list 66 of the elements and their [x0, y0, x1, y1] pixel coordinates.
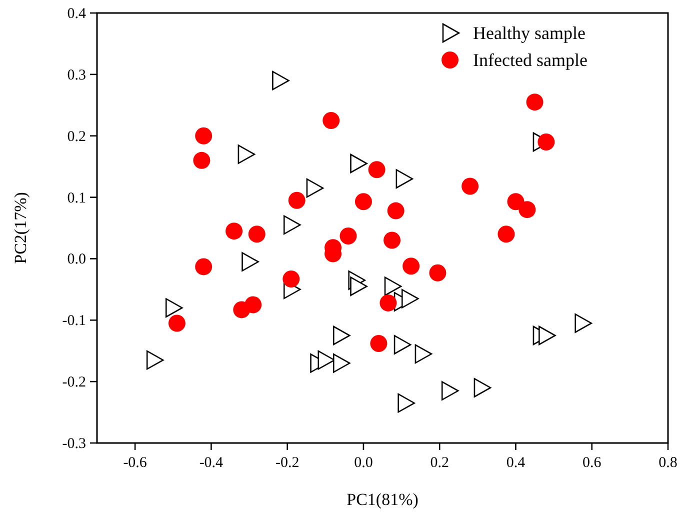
point — [272, 70, 290, 90]
point — [238, 144, 256, 164]
y-tick-label: -0.3 — [62, 436, 86, 452]
point — [401, 288, 419, 308]
point — [538, 134, 555, 150]
point — [429, 264, 446, 282]
y-tick-label: 0.0 — [67, 252, 86, 268]
point — [384, 232, 401, 249]
point — [226, 222, 243, 240]
point — [474, 378, 492, 398]
point — [462, 178, 479, 195]
point — [322, 112, 340, 129]
x-tick-label: -0.4 — [199, 455, 224, 471]
point — [498, 226, 515, 243]
point — [402, 258, 420, 275]
x-tick-label: 0.6 — [582, 455, 602, 471]
point — [380, 294, 397, 312]
point — [283, 215, 301, 235]
point — [538, 326, 556, 346]
point — [370, 334, 388, 352]
point — [193, 152, 210, 169]
point — [244, 296, 262, 314]
point — [526, 94, 544, 111]
point — [248, 226, 266, 243]
y-tick-label: 0.3 — [67, 67, 86, 84]
point — [414, 344, 432, 364]
x-axis-title: PC1(81%) — [346, 490, 418, 509]
point — [165, 298, 183, 318]
x-tick-label: 0.0 — [354, 455, 373, 471]
point — [518, 201, 536, 218]
point — [350, 276, 368, 296]
point — [507, 193, 524, 210]
point — [282, 270, 300, 288]
y-tick-label: 0.1 — [67, 190, 86, 206]
point — [146, 350, 164, 370]
point — [242, 252, 259, 272]
y-tick-label: -0.2 — [62, 374, 86, 391]
point — [306, 178, 324, 198]
point — [441, 381, 459, 400]
y-tick-label: -0.1 — [62, 313, 86, 330]
y-tick-label: 0.4 — [67, 6, 86, 22]
point — [387, 202, 404, 220]
point — [332, 326, 350, 346]
point — [288, 192, 306, 209]
y-tick-label: 0.2 — [67, 128, 86, 145]
point — [384, 276, 402, 296]
x-tick-label: -0.6 — [123, 455, 148, 471]
legend-label: Infected sample — [473, 50, 588, 70]
point — [394, 335, 412, 354]
point — [168, 314, 186, 332]
x-tick-label: 0.8 — [658, 455, 678, 471]
point — [340, 227, 357, 244]
point — [195, 258, 212, 276]
x-tick-label: -0.2 — [275, 455, 300, 471]
point — [574, 314, 592, 333]
point — [195, 127, 212, 144]
point — [398, 393, 415, 413]
point — [332, 353, 350, 373]
point — [354, 193, 372, 210]
point — [396, 169, 414, 189]
legend-label: Healthy sample — [473, 23, 586, 43]
x-tick-label: 0.2 — [430, 455, 449, 471]
x-tick-label: 0.4 — [506, 455, 526, 471]
y-axis-title: PC2(17%) — [11, 192, 30, 264]
point — [368, 161, 386, 178]
point — [350, 154, 368, 174]
